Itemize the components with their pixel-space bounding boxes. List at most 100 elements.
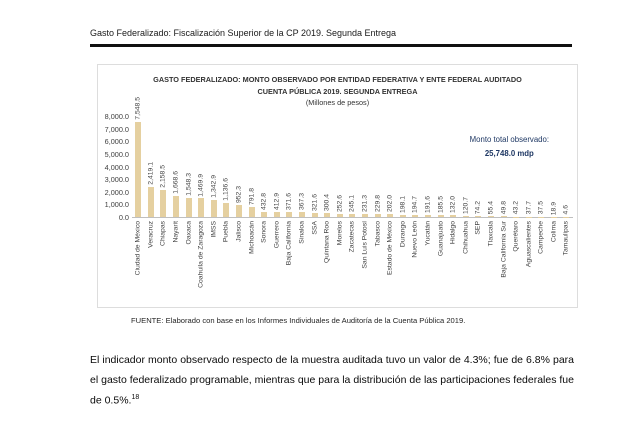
bar-column: 198.1 — [396, 117, 409, 218]
x-axis-label: Guanajuato — [437, 221, 445, 257]
bar-value-label: 1,469.9 — [197, 173, 205, 197]
bar — [450, 215, 457, 218]
x-axis-label: Baja California Sur — [500, 221, 508, 278]
bar — [286, 212, 293, 218]
bar — [261, 211, 268, 218]
bar — [223, 202, 230, 218]
x-label-slot: Nayarit — [170, 218, 183, 310]
x-label-slot: Puebla — [220, 218, 233, 310]
x-label-slot: Chihuahua — [459, 218, 472, 310]
bar-column: 37.5 — [535, 117, 548, 218]
bar-column: 229.8 — [371, 117, 384, 218]
bar-value-label: 185.5 — [437, 195, 445, 213]
header-divider-rule — [90, 44, 572, 47]
bar-column: 791.8 — [245, 117, 258, 218]
page-header-title: Gasto Federalizado: Fiscalización Superi… — [90, 28, 397, 38]
y-axis-tick-label: 2,000.0 — [104, 187, 129, 197]
x-label-slot: Chiapas — [157, 218, 170, 310]
bar — [513, 216, 520, 218]
bar-value-label: 321.6 — [311, 193, 319, 211]
y-axis-tick-label: 3,000.0 — [104, 175, 129, 185]
bar-value-label: 37.5 — [537, 201, 545, 215]
chart-source-note: FUENTE: Elaborado con base en los Inform… — [131, 316, 466, 325]
x-label-slot: Morelos — [334, 218, 347, 310]
bar-value-label: 194.7 — [411, 195, 419, 213]
bar — [147, 186, 154, 218]
bar-column: 194.7 — [409, 117, 422, 218]
bar-value-label: 2,419.1 — [147, 161, 155, 185]
plot-row: 8,000.0 7,000.0 6,000.0 5,000.0 4,000.0 3,000… — [98, 97, 577, 310]
x-label-slot: Oaxaca — [182, 218, 195, 310]
x-axis-label: Guerrero — [273, 221, 281, 249]
chart-units-subtitle: (Millones de pesos) — [305, 98, 370, 108]
x-label-slot: Hidalgo — [447, 218, 460, 310]
bar — [437, 214, 444, 218]
x-label-slot: Coahuila de Zaragoza — [195, 218, 208, 310]
x-label-slot: Sinaloa — [296, 218, 309, 310]
bar — [185, 197, 192, 218]
bar-value-label: 952.3 — [235, 186, 243, 204]
bar-column: 202.0 — [384, 117, 397, 218]
bar-value-label: 37.7 — [525, 201, 533, 215]
bar-column: 252.6 — [334, 117, 347, 218]
x-axis-label: Tabasco — [374, 221, 382, 247]
y-axis-tick-label: 6,000.0 — [104, 137, 129, 147]
y-axis-tick-label: 1,000.0 — [104, 200, 129, 210]
x-axis-label: Nuevo León — [411, 221, 419, 258]
x-axis-labels: Ciudad de México Veracruz Chiapas Nayarit Oa… — [132, 218, 573, 310]
x-label-slot: Veracruz — [145, 218, 158, 310]
y-axis-tick-label: 5,000.0 — [104, 149, 129, 159]
x-label-slot: Colima — [548, 218, 561, 310]
x-axis-label: Michoacán — [248, 221, 256, 254]
x-axis-label: Chihuahua — [462, 221, 470, 254]
bar-column: 7,548.5 — [132, 97, 145, 218]
x-label-slot: Guanajuato — [434, 218, 447, 310]
bar-value-label: 245.1 — [348, 194, 356, 212]
chart-container: GASTO FEDERALIZADO: MONTO OBSERVADO POR … — [97, 64, 578, 308]
bar-column: 1,342.9 — [208, 117, 221, 218]
x-label-slot: Zacatecas — [346, 218, 359, 310]
bar-column: 367.3 — [296, 117, 309, 218]
bar — [210, 200, 217, 218]
x-axis-label: Nayarit — [172, 221, 180, 243]
body-paragraph: El indicador monto observado respecto de… — [90, 351, 574, 411]
bar — [324, 213, 331, 218]
bar-column: 43.2 — [510, 117, 523, 218]
bar-value-label: 74.2 — [474, 200, 482, 215]
plot-wrap: 7,548.5 2,419.1 2,158.5 1,668.6 1,548.3 1,469… — [132, 97, 577, 310]
total-annotation: Monto total observado: 25,748.0 mdp — [470, 133, 549, 160]
bar-value-label: 432.8 — [260, 192, 268, 210]
bar — [525, 216, 532, 218]
x-label-slot: Estado de México — [384, 218, 397, 310]
x-axis-label: Colima — [550, 221, 558, 243]
bar-value-label: 1,136.6 — [222, 178, 230, 201]
bar-column: 1,136.6 — [220, 117, 233, 218]
bar-value-label: 1,668.6 — [172, 171, 180, 194]
x-label-slot: Quintana Roo — [321, 218, 334, 310]
x-axis-label: Sinaloa — [298, 221, 306, 244]
bar-column: 245.1 — [346, 117, 359, 218]
x-label-slot: SEP — [472, 218, 485, 310]
bar-column: 74.2 — [472, 117, 485, 218]
x-axis-label: Estado de México — [386, 221, 394, 276]
bar-value-label: 191.6 — [424, 195, 432, 213]
x-axis-label: Quintana Roo — [323, 221, 331, 263]
bar — [273, 211, 280, 218]
bar-column: 55.4 — [485, 117, 498, 218]
bar-column: 321.6 — [308, 117, 321, 218]
x-label-slot: Tabasco — [371, 218, 384, 310]
x-axis-label: Yucatán — [424, 221, 432, 246]
x-axis-label: Durango — [399, 221, 407, 248]
bar — [374, 214, 381, 218]
bar-value-label: 120.7 — [462, 196, 470, 214]
x-axis-label: Oaxaca — [185, 221, 193, 245]
x-label-slot: Tlaxcala — [485, 218, 498, 310]
total-annotation-value: 25,748.0 mdp — [484, 148, 534, 158]
bar-column: 412.9 — [271, 117, 284, 218]
x-label-slot: Jalisco — [233, 218, 246, 310]
bar-column: 2,158.5 — [157, 117, 170, 218]
bar-column: 18.9 — [548, 117, 561, 218]
bar — [475, 216, 482, 218]
bar-value-label: 412.9 — [273, 192, 281, 210]
bar-column: 371.6 — [283, 117, 296, 218]
